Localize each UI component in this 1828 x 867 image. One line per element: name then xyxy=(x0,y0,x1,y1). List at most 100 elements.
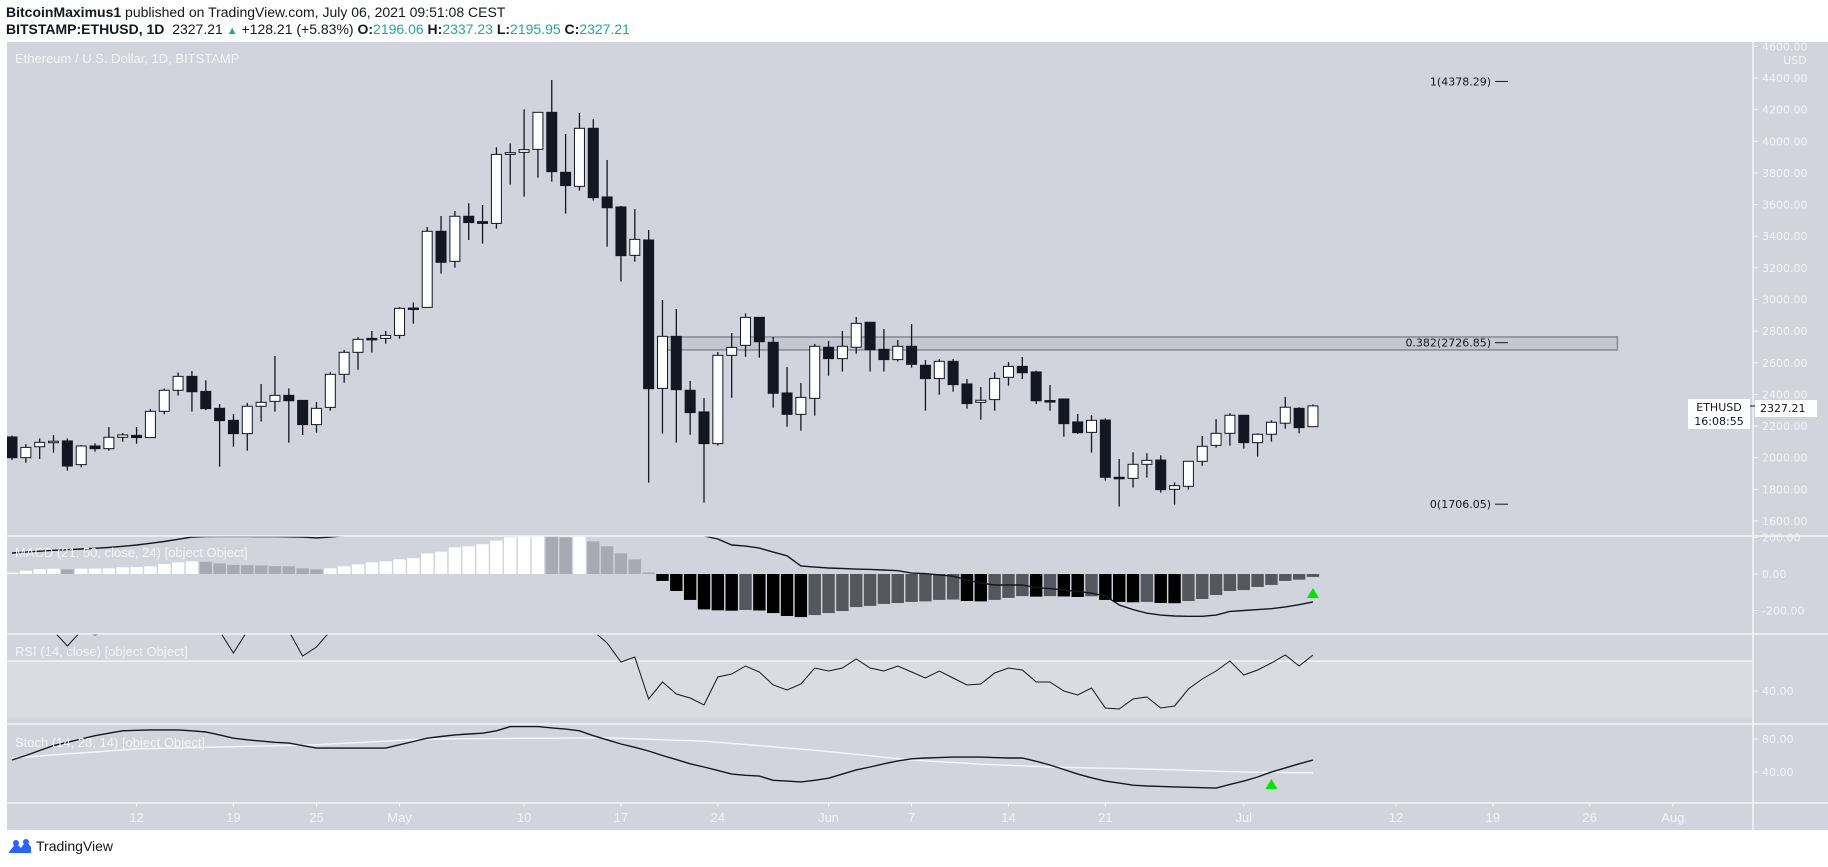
candle xyxy=(241,402,253,451)
time-tick-label: 24 xyxy=(711,810,725,825)
macd-histogram-bar xyxy=(504,537,517,574)
candle xyxy=(1265,420,1277,442)
time-tick-label: Jul xyxy=(1235,810,1252,825)
footer-brand[interactable]: TradingView xyxy=(8,838,113,854)
candle-body xyxy=(670,335,682,391)
candle xyxy=(795,383,807,431)
macd-histogram-bar xyxy=(296,568,309,574)
candle xyxy=(200,380,212,411)
tradingview-logo-icon xyxy=(9,839,31,853)
rsi-line xyxy=(55,634,1314,710)
macd-histogram-bar xyxy=(421,553,434,574)
candle-body xyxy=(1086,419,1098,433)
stoch-d-line xyxy=(11,737,1314,774)
author-name: BitcoinMaximus1 xyxy=(6,4,122,20)
macd-histogram-bar xyxy=(1085,574,1098,597)
macd-histogram-bar xyxy=(1099,574,1112,600)
rsi-label[interactable]: RSI (14, close) [object Object] xyxy=(15,644,188,659)
candle xyxy=(850,317,862,354)
macd-histogram-bar xyxy=(545,536,558,574)
candle xyxy=(656,299,668,434)
macd-histogram-bar xyxy=(933,574,946,600)
macd-label[interactable]: MACD (21, 50, close, 24) [object Object] xyxy=(15,545,248,560)
candle-body xyxy=(421,230,433,308)
candle xyxy=(573,112,585,191)
candle-body xyxy=(532,111,544,150)
candle xyxy=(670,308,682,443)
macd-histogram-bar xyxy=(960,574,974,602)
open-label: O: xyxy=(357,21,374,37)
time-tick-label: 14 xyxy=(1001,810,1015,825)
candle-body xyxy=(310,407,322,426)
candle xyxy=(615,205,627,282)
candle-body xyxy=(1141,459,1153,465)
stoch-tick-label: 80.00 xyxy=(1762,733,1794,746)
candle-body xyxy=(449,215,461,262)
macd-histogram-bar xyxy=(351,564,365,574)
macd-histogram-bar xyxy=(628,559,641,574)
stoch-label[interactable]: Stoch (14, 28, 14) [object Object] xyxy=(15,735,205,750)
macd-histogram-bar xyxy=(794,574,808,618)
macd-histogram-bar xyxy=(1223,574,1237,591)
time-tick-label: 25 xyxy=(309,810,323,825)
candle-body xyxy=(1252,433,1264,444)
macd-histogram-bar xyxy=(310,569,323,574)
macd-histogram-bar xyxy=(199,561,212,574)
candle-body xyxy=(850,322,862,348)
candle-body xyxy=(241,405,253,435)
pane-separators[interactable] xyxy=(7,42,1828,830)
candle-body xyxy=(975,399,987,403)
candle xyxy=(781,367,793,427)
time-tick-label: 12 xyxy=(1389,810,1403,825)
candle xyxy=(366,330,378,353)
price-axis[interactable]: 4600.00 4400.00 4200.00 4000.00 3800.00 3600.… xyxy=(1753,40,1808,779)
candle xyxy=(836,330,848,372)
macd-histogram-bar xyxy=(780,574,794,616)
candle xyxy=(1113,458,1125,507)
price-tick-label: 3200.00 xyxy=(1762,262,1808,275)
candle-body xyxy=(906,345,918,365)
candle-body xyxy=(490,153,502,224)
macd-histogram-bar xyxy=(711,574,725,611)
stoch-k-line xyxy=(11,725,1314,789)
candle xyxy=(394,307,406,339)
macd-histogram-bar xyxy=(725,574,738,611)
price-tag-countdown: 16:08:55 xyxy=(1694,415,1743,428)
time-tick-label: 21 xyxy=(1098,810,1112,825)
candle xyxy=(1279,396,1291,429)
rsi-tick-label: 40.00 xyxy=(1762,685,1794,698)
candle-body xyxy=(1002,365,1014,378)
candle-body xyxy=(587,127,599,199)
candle-body xyxy=(435,230,447,263)
price-tag xyxy=(1755,400,1817,417)
candle xyxy=(587,119,599,201)
candle-body xyxy=(698,411,710,445)
candle-body xyxy=(214,407,226,422)
candles xyxy=(7,80,1319,507)
candle xyxy=(546,80,558,182)
candle-body xyxy=(1210,432,1222,446)
candle xyxy=(477,205,489,244)
macd-histogram-bar xyxy=(1057,574,1071,597)
macd-histogram-bar xyxy=(144,566,157,574)
chart-title: Ethereum / U.S. Dollar, 1D, BITSTAMP xyxy=(15,51,239,66)
macd-histogram-bar xyxy=(1126,574,1140,603)
macd-histogram-bar xyxy=(767,574,780,614)
candle-body xyxy=(1113,476,1125,480)
candle-body xyxy=(103,436,115,450)
candle xyxy=(131,426,143,444)
candle-body xyxy=(989,377,1001,401)
candle-body xyxy=(836,345,848,360)
candle xyxy=(975,386,987,420)
price-tag-value: 2327.21 xyxy=(1760,402,1806,415)
candle xyxy=(712,352,724,446)
macd-histogram-bar xyxy=(254,565,268,574)
price-tick-label: 4200.00 xyxy=(1762,104,1808,117)
high-value: 2337.23 xyxy=(442,21,493,37)
macd-histogram-bar xyxy=(642,572,655,574)
candle-body xyxy=(1293,407,1305,429)
time-tick-label: 12 xyxy=(129,810,143,825)
candle xyxy=(1141,453,1153,478)
time-axis[interactable]: 12 19 25 May 10 17 24 Jun 7 14 21 Jul 12 19 26 Aug xyxy=(129,803,1684,825)
